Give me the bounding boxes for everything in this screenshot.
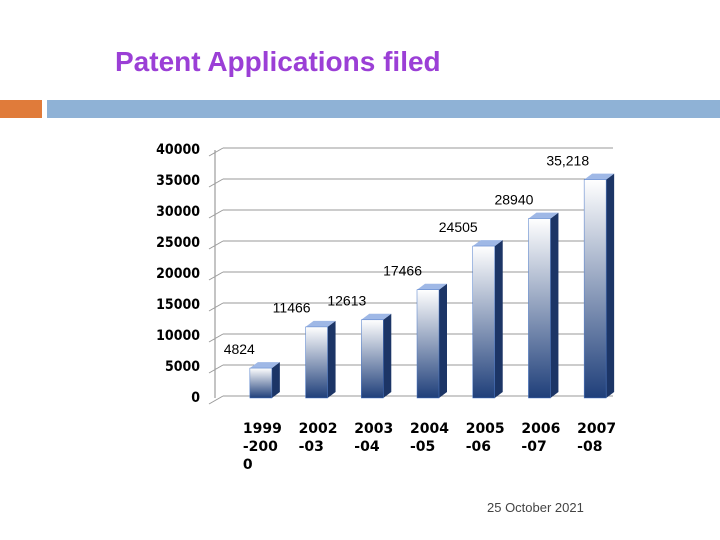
- bar-top: [528, 212, 559, 219]
- header-bar: [47, 100, 720, 118]
- bar: [305, 326, 328, 399]
- grid-line: [208, 302, 224, 312]
- value-label: 35,218: [546, 152, 589, 168]
- bar-top: [417, 283, 447, 290]
- bar-top: [584, 173, 615, 180]
- bar: [583, 179, 607, 399]
- bar-side: [439, 283, 447, 398]
- bar-side: [494, 240, 503, 398]
- bar: [361, 319, 384, 399]
- bar-top: [361, 313, 392, 320]
- bar-top: [305, 320, 336, 327]
- y-tick-label: 10000: [156, 328, 200, 344]
- slide-title: Patent Applications filed: [115, 46, 441, 77]
- y-tick-label: 30000: [156, 204, 200, 220]
- bar: [472, 245, 495, 399]
- bar-top: [249, 362, 280, 369]
- x-tick-label: 2007-08: [577, 421, 617, 455]
- x-tick-label: 2003-04: [354, 421, 394, 455]
- y-tick-label: 20000: [156, 266, 200, 282]
- x-tick-label: 2004-05: [410, 421, 449, 455]
- y-tick-label: 15000: [156, 297, 200, 313]
- x-tick-label: 1999-2000: [242, 421, 282, 473]
- bar: [416, 289, 440, 399]
- value-label: 11466: [273, 300, 311, 316]
- bar-side: [327, 320, 336, 398]
- bar-side: [383, 313, 392, 398]
- grid-line: [208, 271, 224, 281]
- grid-line: [208, 333, 224, 343]
- y-tick-label: 25000: [156, 235, 200, 251]
- accent-bar: [0, 100, 42, 118]
- x-tick-label: 2002-03: [298, 421, 338, 455]
- y-tick-label: 40000: [156, 142, 200, 158]
- y-tick-label: 5000: [165, 359, 200, 375]
- value-label: 17466: [383, 262, 422, 278]
- grid-line: [208, 209, 224, 219]
- y-tick-label: 0: [191, 390, 200, 406]
- grid-line: [208, 364, 224, 374]
- bar-side: [550, 212, 559, 398]
- footer-date: 25 October 2021: [487, 500, 584, 515]
- bar-side: [271, 362, 280, 398]
- grid-line: [208, 178, 224, 188]
- value-label: 28940: [494, 191, 533, 207]
- bar-top: [472, 240, 503, 247]
- grid-line: [208, 147, 224, 157]
- value-label: 4824: [224, 341, 255, 357]
- bar: [249, 367, 273, 399]
- y-tick-label: 35000: [156, 173, 200, 189]
- x-tick-label: 2006-07: [521, 421, 561, 455]
- x-tick-label: 2005-06: [465, 421, 505, 455]
- value-label: 24505: [439, 219, 478, 235]
- grid-line: [208, 395, 224, 405]
- grid-line: [208, 240, 224, 250]
- bar: [528, 218, 551, 399]
- bar-side: [606, 173, 615, 398]
- value-label: 12613: [327, 293, 366, 309]
